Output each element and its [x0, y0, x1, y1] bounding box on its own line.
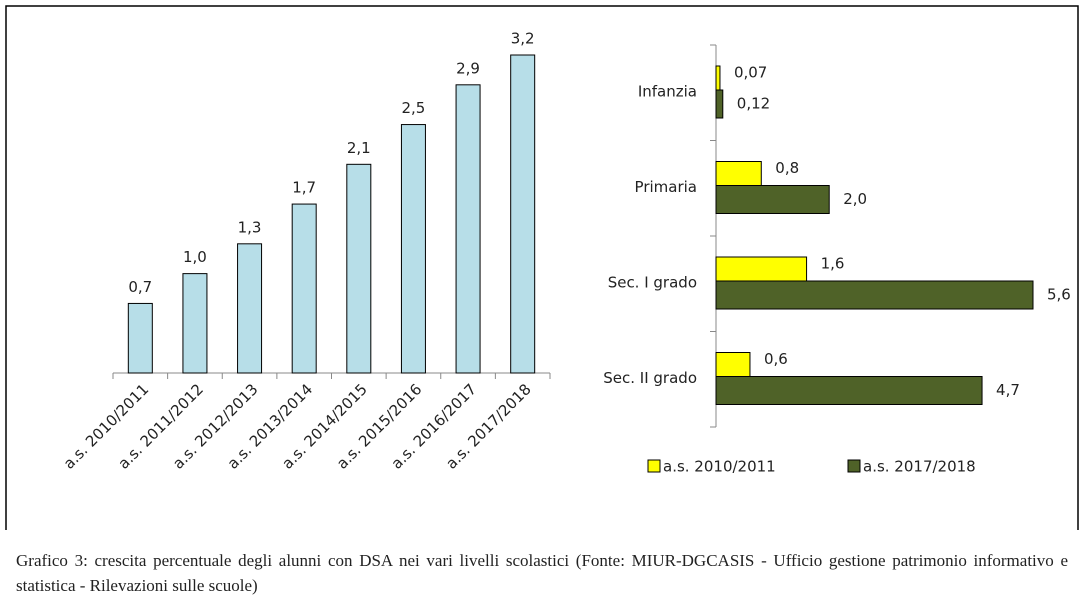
bar — [715, 185, 830, 214]
data-label: 0,07 — [734, 64, 767, 82]
data-label: 2,5 — [402, 99, 426, 117]
bar — [715, 161, 762, 186]
bar — [715, 280, 1034, 310]
data-label: 2,1 — [347, 139, 371, 157]
bar — [715, 352, 751, 377]
data-label: 2,9 — [456, 59, 480, 77]
y-tick-label: Sec. II grado — [603, 369, 697, 387]
legend-swatch — [647, 459, 661, 473]
data-label: 3,2 — [511, 30, 535, 48]
bar — [715, 376, 983, 405]
data-label: 1,0 — [183, 248, 207, 266]
data-label: 2,0 — [843, 190, 867, 208]
legend-swatch — [847, 459, 861, 473]
bar — [455, 84, 481, 374]
frame — [5, 5, 1079, 530]
bar — [291, 203, 317, 374]
data-label: 0,12 — [737, 95, 770, 113]
data-label: 0,8 — [775, 159, 799, 177]
legend-label: a.s. 2010/2011 — [663, 458, 776, 476]
bar — [182, 273, 208, 374]
data-label: 4,7 — [996, 381, 1020, 399]
caption: Grafico 3: crescita percentuale degli al… — [16, 551, 1068, 595]
data-label: 0,6 — [764, 350, 788, 368]
bar — [715, 89, 724, 119]
data-label: 0,7 — [128, 278, 152, 296]
y-tick-label: Sec. I grado — [608, 274, 697, 292]
bar — [237, 243, 263, 374]
bar — [715, 256, 808, 282]
bar — [400, 124, 426, 374]
legend-label: a.s. 2017/2018 — [863, 458, 976, 476]
bar — [510, 54, 536, 374]
data-label: 1,3 — [238, 218, 262, 236]
bar — [715, 65, 721, 91]
data-label: 5,6 — [1047, 286, 1071, 304]
data-label: 1,7 — [292, 179, 316, 197]
bar — [346, 163, 372, 374]
bar — [127, 302, 153, 374]
y-tick-label: Primaria — [635, 178, 697, 196]
data-label: 1,6 — [821, 255, 845, 273]
y-tick-label: Infanzia — [638, 83, 697, 101]
